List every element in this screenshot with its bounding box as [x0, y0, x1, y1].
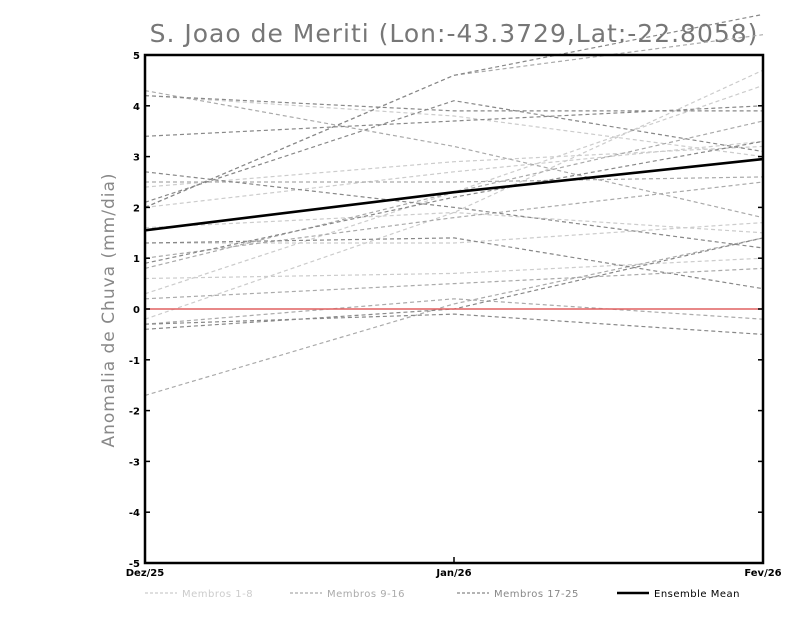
- y-tick-label: 1: [133, 254, 140, 265]
- y-tick-label: -4: [129, 508, 140, 519]
- y-tick-label: 0: [133, 305, 140, 316]
- x-tick-label: Dez/25: [126, 568, 165, 579]
- member-line-group1-6: [144, 69, 764, 320]
- member-line-group1-1: [144, 95, 764, 158]
- member-line-group2-6: [145, 176, 764, 183]
- member-line-group1-8: [144, 257, 764, 280]
- y-tick-label: -5: [129, 559, 140, 570]
- member-line-group2-3: [144, 237, 764, 396]
- legend-label-mean: Ensemble Mean: [654, 589, 740, 600]
- chart-title: S. Joao de Meriti (Lon:-43.3729,Lat:-22.…: [150, 19, 759, 48]
- y-tick-label: 2: [133, 203, 140, 214]
- member-line-group2-7: [144, 298, 764, 325]
- x-tick-label: Fev/26: [744, 568, 781, 579]
- member-line-group3-4: [144, 171, 764, 249]
- legend: Membros 1-8 Membros 9-16 Membros 17-25 Ense…: [145, 589, 740, 600]
- legend-label-group3: Membros 17-25: [494, 589, 579, 600]
- y-tick-label: -3: [129, 457, 140, 468]
- member-line-group1-7: [144, 211, 764, 234]
- member-line-group3-9: [144, 100, 764, 203]
- y-tick-label: -1: [129, 356, 140, 367]
- member-line-group2-5: [144, 267, 764, 300]
- y-tick-label: -2: [129, 407, 140, 418]
- member-line-group2-1: [144, 90, 764, 219]
- member-line-group3-6: [144, 313, 764, 335]
- member-line-group3-5: [144, 237, 764, 290]
- y-tick-label: 4: [133, 102, 140, 113]
- member-line-group3-3: [144, 13, 764, 208]
- legend-label-group1: Membros 1-8: [182, 589, 253, 600]
- member-line-group2-4: [144, 181, 764, 259]
- member-line-group3-2: [144, 105, 764, 137]
- member-line-group3-7: [144, 140, 764, 264]
- y-tick-label: 3: [133, 153, 140, 164]
- x-tick-label: Jan/26: [435, 568, 471, 579]
- series-layer: [144, 13, 764, 396]
- member-line-group1-5: [144, 145, 764, 188]
- ensemble-mean-line: [144, 157, 764, 232]
- member-line-group1-3: [145, 222, 764, 244]
- y-axis-label: Anomalia de Chuva (mm/dia): [99, 172, 119, 447]
- y-tick-label: 5: [133, 51, 140, 62]
- member-line-group1-2: [144, 140, 764, 208]
- member-line-group3-1: [144, 95, 763, 112]
- legend-label-group2: Membros 9-16: [327, 589, 405, 600]
